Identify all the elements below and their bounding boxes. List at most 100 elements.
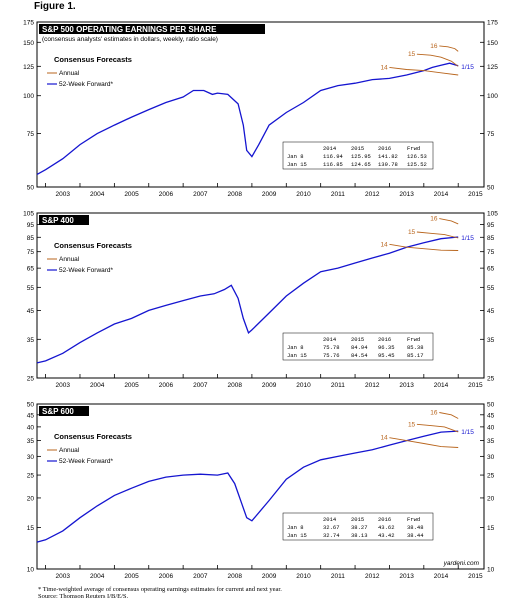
table-header: 2014: [323, 145, 337, 152]
table-cell: 124.65: [351, 161, 371, 168]
table-cell: 75.76: [323, 352, 340, 359]
y-tick-label-left: 30: [27, 454, 35, 461]
data-table-box: [282, 512, 434, 541]
series-annual-line-1: [389, 243, 459, 251]
table-header: Frwd: [407, 516, 420, 523]
figure-label: Figure 1.: [34, 1, 76, 12]
y-tick-label-left: 45: [27, 412, 35, 419]
x-tick-label: 2008: [227, 573, 242, 580]
series-annual-line-2: [416, 231, 459, 239]
x-tick-label: 2012: [365, 382, 380, 389]
table-cell: 95.45: [378, 352, 395, 359]
legend-annual-label: Annual: [59, 256, 80, 263]
table-cell: 38.27: [351, 524, 368, 531]
table-cell: 32.74: [323, 532, 340, 539]
y-tick-label-right: 35: [487, 337, 495, 344]
x-tick-label: 2012: [365, 573, 380, 580]
legend-title: Consensus Forecasts: [54, 432, 132, 441]
table-cell: 85.38: [407, 344, 424, 351]
legend-annual-label: Annual: [59, 447, 80, 454]
y-tick-label-right: 55: [487, 285, 495, 292]
x-tick-label: 2005: [124, 191, 139, 198]
y-tick-label-left: 35: [27, 337, 35, 344]
watermark: yardeni.com: [443, 560, 480, 567]
y-tick-label-right: 10: [487, 567, 495, 574]
y-tick-label-right: 95: [487, 222, 495, 229]
annual-label-14: 14: [380, 435, 388, 442]
y-tick-label-right: 30: [487, 454, 495, 461]
x-tick-label: 2005: [124, 573, 139, 580]
x-tick-label: 2006: [159, 191, 174, 198]
y-tick-label-right: 175: [487, 20, 498, 27]
x-tick-label: 2007: [193, 191, 208, 198]
y-tick-label-right: 150: [487, 40, 498, 47]
y-tick-label-left: 20: [27, 495, 35, 502]
table-header: 2014: [323, 336, 337, 343]
x-tick-label: 2012: [365, 191, 380, 198]
y-tick-label-left: 40: [27, 424, 35, 431]
panel-subtitle: (consensus analysts' estimates in dollar…: [42, 36, 218, 43]
x-tick-label: 2010: [296, 573, 311, 580]
x-tick-label: 2004: [90, 382, 105, 389]
table-header: Frwd: [407, 145, 420, 152]
series-annual-line-2: [416, 53, 459, 67]
data-table-box: [282, 332, 434, 361]
table-cell: 85.17: [407, 352, 424, 359]
x-tick-label: 2009: [262, 573, 277, 580]
table-cell: Jan 8: [287, 344, 304, 351]
y-tick-label-right: 25: [487, 473, 495, 480]
x-tick-label: 2003: [56, 573, 71, 580]
forward-end-label: 1/15: [461, 429, 474, 436]
series-annual-line-2: [416, 423, 459, 433]
table-cell: Jan 15: [287, 532, 307, 539]
y-tick-label-right: 100: [487, 93, 498, 100]
y-tick-label-left: 75: [27, 131, 35, 138]
annual-label-16: 16: [430, 216, 438, 223]
panel-title: S&P 500 OPERATING EARNINGS PER SHARE: [42, 25, 217, 34]
x-tick-label: 2011: [331, 573, 345, 580]
y-tick-label-right: 45: [487, 412, 495, 419]
forward-end-label: 1/15: [461, 64, 474, 71]
x-tick-label: 2013: [399, 191, 414, 198]
y-tick-label-left: 85: [27, 235, 35, 242]
x-tick-label: 2009: [262, 191, 277, 198]
y-tick-label-left: 55: [27, 285, 35, 292]
x-tick-label: 2007: [193, 382, 208, 389]
y-tick-label-right: 45: [487, 308, 495, 315]
y-tick-label-right: 15: [487, 525, 495, 532]
y-tick-label-right: 75: [487, 131, 495, 138]
y-tick-label-left: 105: [23, 211, 34, 218]
y-tick-label-right: 50: [487, 402, 495, 409]
x-tick-label: 2005: [124, 382, 139, 389]
x-tick-label: 2007: [193, 573, 208, 580]
table-cell: 125.52: [407, 161, 427, 168]
y-tick-label-left: 75: [27, 249, 35, 256]
annual-label-16: 16: [430, 410, 438, 417]
y-tick-label-left: 10: [27, 567, 35, 574]
table-cell: 141.82: [378, 153, 398, 160]
data-table-box: [282, 141, 434, 170]
x-tick-label: 2003: [56, 191, 71, 198]
x-tick-label: 2008: [227, 382, 242, 389]
y-tick-label-left: 25: [27, 376, 35, 383]
table-header: 2016: [378, 516, 391, 523]
series-forward-line: [36, 62, 459, 175]
table-header: 2014: [323, 516, 337, 523]
x-tick-label: 2013: [399, 573, 414, 580]
table-cell: 43.62: [378, 524, 395, 531]
table-cell: 139.78: [378, 161, 398, 168]
panel-title-box: [39, 215, 89, 225]
y-tick-label-left: 175: [23, 20, 34, 27]
y-tick-label-left: 95: [27, 222, 35, 229]
x-tick-label: 2015: [468, 382, 483, 389]
table-cell: 38.48: [407, 524, 424, 531]
table-cell: 116.85: [323, 161, 343, 168]
table-cell: Jan 15: [287, 352, 307, 359]
x-tick-label: 2011: [331, 191, 345, 198]
x-tick-label: 2009: [262, 382, 277, 389]
legend-forward-label: 52-Week Forward*: [59, 81, 114, 88]
x-tick-label: 2010: [296, 382, 311, 389]
x-tick-label: 2015: [468, 191, 483, 198]
x-tick-label: 2010: [296, 191, 311, 198]
